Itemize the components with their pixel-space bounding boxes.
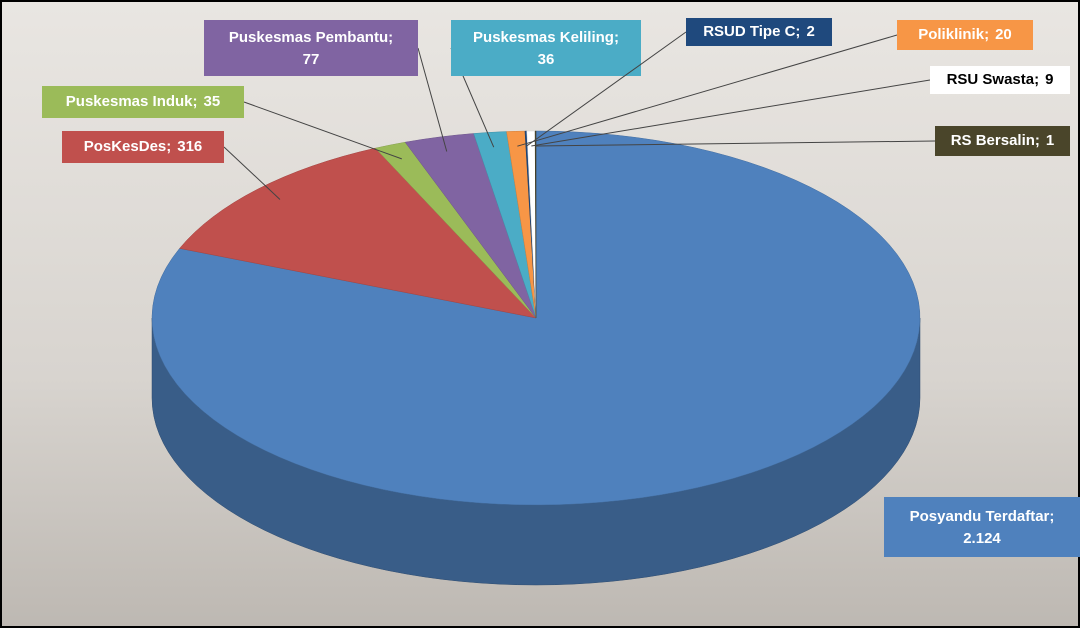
leader-line [243,101,402,160]
label-value: 77 [303,51,320,68]
label-box [451,20,641,76]
slice [534,130,537,319]
data-label: Puskesmas Induk; 35 [66,93,220,110]
data-label: Poliklinik; 20 [918,26,1012,43]
data-label: PosKesDes; 316 [84,138,203,155]
label-value: 9 [1045,71,1053,88]
label-value: 20 [995,26,1012,43]
label-name: RS Bersalin; [951,132,1040,149]
leader-line [223,146,281,200]
slice [179,147,537,319]
label-name: Poliklinik; [918,26,989,43]
data-label: Puskesmas Pembantu; 77 [229,29,393,68]
leader-line [526,31,687,147]
label-value: 316 [177,138,202,155]
leader-line [417,47,448,152]
label-value: 2 [806,23,814,40]
leader-line [517,34,898,147]
label-box [42,86,244,118]
label-box [930,66,1070,94]
label-name: RSU Swasta; [947,71,1040,88]
data-label: Puskesmas Keliling; 36 [473,29,619,68]
label-box [62,131,224,163]
label-box [204,20,418,76]
label-box [686,18,832,46]
label-name: Puskesmas Pembantu; [229,29,393,46]
label-name: Posyandu Terdaftar; [910,508,1055,525]
leader-line [531,79,931,147]
label-name: RSUD Tipe C; [703,23,800,40]
data-label: RSU Swasta; 9 [947,71,1054,88]
leader-line [535,140,936,147]
data-label: RSUD Tipe C; 2 [703,23,815,40]
label-name: PosKesDes; [84,138,172,155]
label-value: 2.124 [963,530,1001,547]
label-value: 35 [204,93,221,110]
data-label: RS Bersalin; 1 [951,132,1055,149]
label-value: 1 [1046,132,1054,149]
label-name: Puskesmas Induk; [66,93,198,110]
label-box [897,20,1033,50]
label-box [935,126,1070,156]
label-value: 36 [538,51,555,68]
label-box [884,497,1080,557]
data-label: Posyandu Terdaftar; 2.124 [910,508,1055,547]
label-name: Puskesmas Keliling; [473,29,619,46]
